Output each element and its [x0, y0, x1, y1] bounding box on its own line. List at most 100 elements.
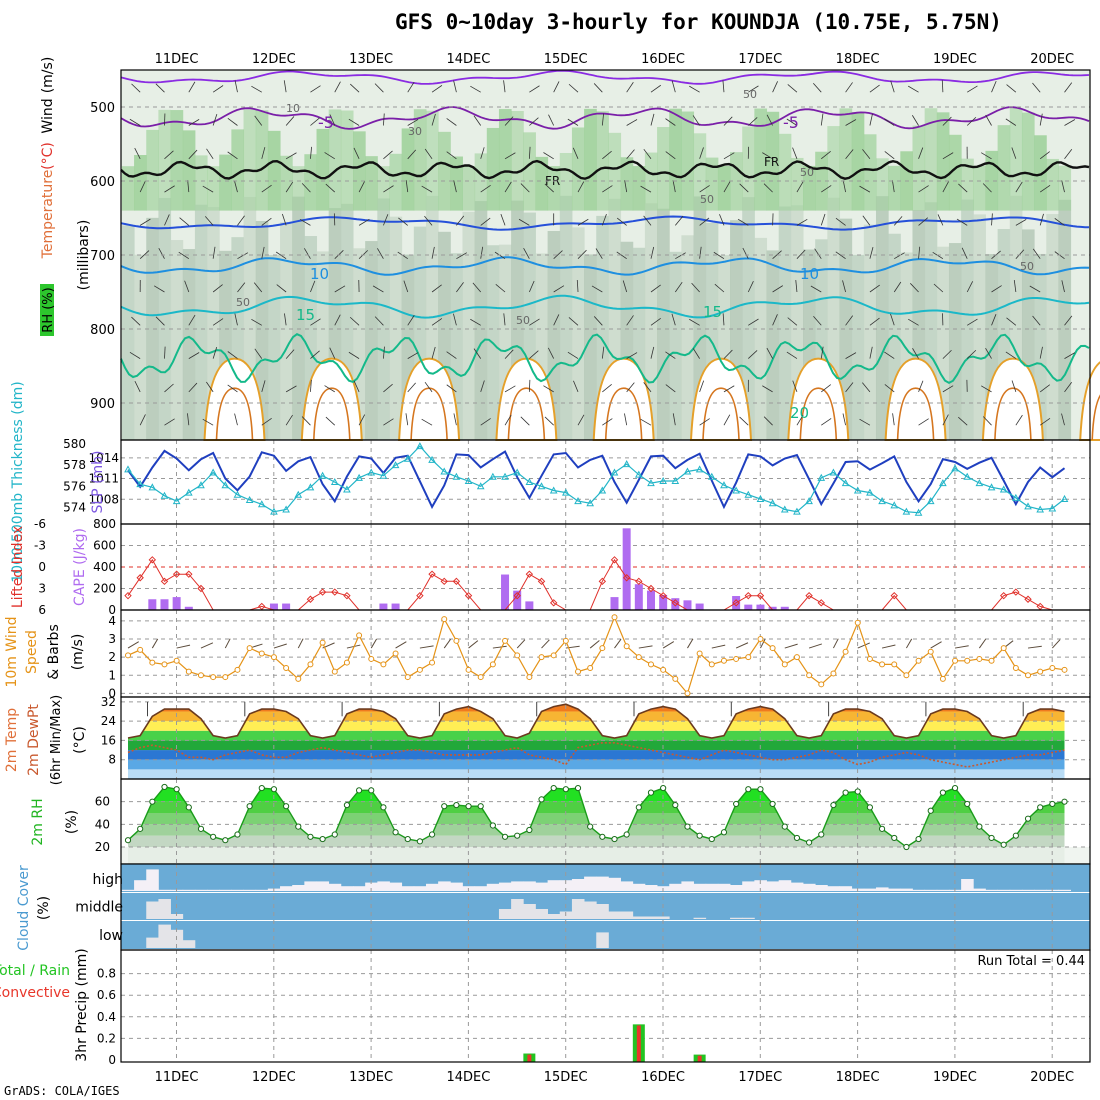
wind-barb	[842, 280, 846, 293]
rh-shading-moist	[742, 126, 755, 211]
wind-speed-point	[952, 657, 959, 664]
cape-bar	[671, 598, 680, 610]
wind-barb	[153, 285, 165, 293]
cloud-cover-middle	[584, 901, 597, 919]
rh-shading	[875, 196, 889, 440]
wind-barb	[665, 118, 676, 126]
rh-point	[587, 823, 594, 830]
wind-barb	[884, 151, 895, 160]
wind-barb	[164, 346, 166, 359]
wind-barb	[643, 382, 652, 393]
cloud-cover-high	[1021, 889, 1035, 891]
cloud-cover-high	[438, 881, 451, 891]
wind-ytick: 1	[108, 668, 116, 682]
wind-barb	[593, 83, 603, 93]
wind-speed-point	[830, 670, 837, 677]
wind-barb	[869, 346, 873, 359]
rh-shading-moist	[207, 166, 220, 211]
wind-barb	[285, 152, 297, 160]
wind-barb	[188, 81, 196, 93]
wind-barb	[845, 82, 853, 93]
wind-barb	[675, 215, 684, 226]
wind-barb	[1032, 82, 1041, 93]
precip-convective-bar	[636, 1025, 641, 1062]
rh-point	[733, 800, 740, 808]
rh-point	[149, 798, 156, 805]
wind-barb	[134, 147, 141, 159]
thickness-point	[318, 471, 327, 479]
warm-plume-contour	[994, 387, 1032, 441]
wind-barb	[766, 114, 773, 126]
rh-shading	[948, 243, 962, 440]
rh-point	[392, 829, 399, 836]
rh-shading	[365, 241, 378, 440]
lifted-index-point	[160, 577, 169, 586]
wind-barb	[821, 384, 831, 393]
wind-barb	[283, 80, 287, 93]
rh-shading-moist	[693, 133, 707, 211]
wind-barb	[310, 85, 321, 93]
wind-barb-10m	[760, 638, 766, 649]
wind-barb	[349, 316, 360, 326]
temperature-unit-label: (°C)	[40, 142, 56, 170]
wind-barb	[796, 181, 804, 193]
wind-barb	[918, 147, 924, 159]
wind-barb	[184, 280, 190, 293]
thickness-point	[622, 460, 631, 468]
temp-band	[128, 750, 1065, 760]
wind-barb	[480, 380, 485, 393]
wind-barb	[650, 346, 655, 359]
lifted-index-point	[197, 584, 205, 593]
wind-barb	[1039, 113, 1043, 126]
wind-unit-label: (m/s)	[40, 57, 56, 94]
lifted-index-point	[148, 556, 157, 564]
wind-barb	[911, 115, 919, 126]
wind-barb	[932, 251, 944, 260]
wind-speed-point	[720, 657, 727, 664]
cloud-cover-high	[158, 889, 171, 891]
wind-barb	[722, 313, 725, 326]
wind-barb	[1064, 82, 1073, 93]
rh-point	[1037, 804, 1044, 811]
wind-barb-10m	[638, 645, 653, 649]
temp-contour-5	[120, 215, 1090, 231]
rh-shading-moist	[1021, 112, 1035, 211]
wind-barb	[567, 118, 579, 126]
rh-shading-moist	[596, 111, 609, 211]
wind-barb	[991, 285, 1002, 293]
lifted-index-point	[464, 591, 473, 600]
wind-barb-10m	[784, 643, 798, 649]
lifted-index-point	[343, 591, 351, 600]
wind-barb	[1015, 414, 1023, 426]
lifted-index-point	[647, 584, 655, 593]
wind-barb-10m	[297, 638, 304, 649]
rh-label: RH (%)	[41, 287, 56, 332]
wind-ylabel-2: Speed	[24, 630, 40, 674]
rh-shading-moist	[827, 126, 841, 211]
wind-barb	[383, 214, 389, 226]
thickness-point	[476, 482, 485, 490]
wind-barb	[842, 413, 846, 426]
wind-barb	[918, 185, 929, 193]
wind-barb	[456, 252, 467, 260]
wind-speed-point	[575, 668, 582, 675]
rh-point	[806, 839, 813, 846]
wind-barb	[891, 180, 895, 193]
lifted-index-point	[416, 591, 424, 600]
cloud-cover-high	[255, 889, 269, 891]
cloud-cover-middle	[730, 917, 743, 919]
li-ytick: -6	[34, 517, 46, 531]
thickness-point	[416, 442, 424, 450]
wind-speed-point	[1049, 665, 1056, 671]
wind-speed-point	[258, 650, 265, 657]
wind-barb	[456, 215, 465, 226]
contour-label: 50	[1020, 260, 1034, 273]
contour-label: -5	[783, 113, 799, 132]
wind-speed-point	[453, 637, 460, 644]
wind-barb	[1005, 118, 1017, 126]
cloud-cover-middle	[571, 899, 585, 919]
cloud-cover-middle	[146, 901, 159, 919]
wind-barb	[820, 113, 824, 126]
wind-barb	[796, 414, 804, 426]
thickness-point	[233, 490, 242, 498]
